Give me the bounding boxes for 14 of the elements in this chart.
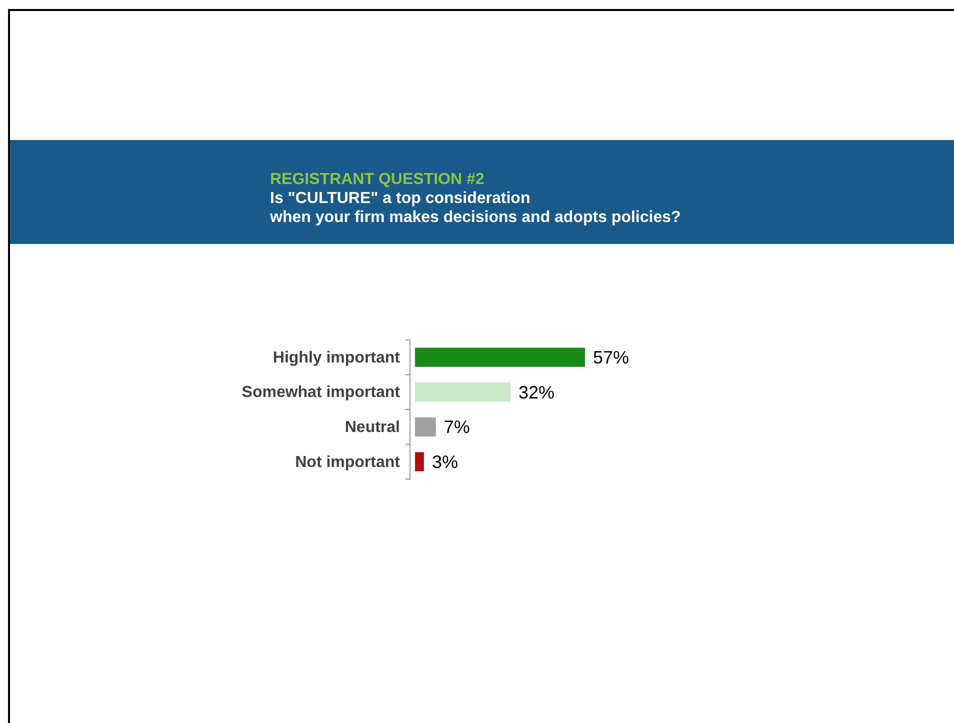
bar [415,417,436,436]
chart-subtitle: Is "CULTURE" a top consideration when your firm makes decisions and adopts policies? [269,190,681,226]
y-tick-label: Not important [295,454,401,471]
data-label: 32% [518,382,554,402]
bar [415,452,424,472]
bar [415,348,585,367]
y-tick-label: Somewhat important [242,384,401,402]
chart-title: REGISTRANT QUESTION #2 [270,171,484,188]
bar [415,382,510,402]
data-label: 3% [432,452,458,472]
data-label: 7% [444,417,470,438]
y-tick-label: Highly important [272,349,401,366]
data-label: 57% [593,348,630,368]
y-tick-label: Neutral [344,419,400,436]
